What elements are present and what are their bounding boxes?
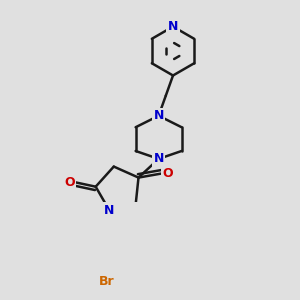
Text: Br: Br [98, 274, 114, 288]
Text: O: O [163, 167, 173, 180]
Text: N: N [104, 204, 114, 217]
Text: N: N [153, 109, 164, 122]
Text: N: N [153, 152, 164, 165]
Text: N: N [168, 20, 178, 33]
Text: O: O [64, 176, 74, 189]
